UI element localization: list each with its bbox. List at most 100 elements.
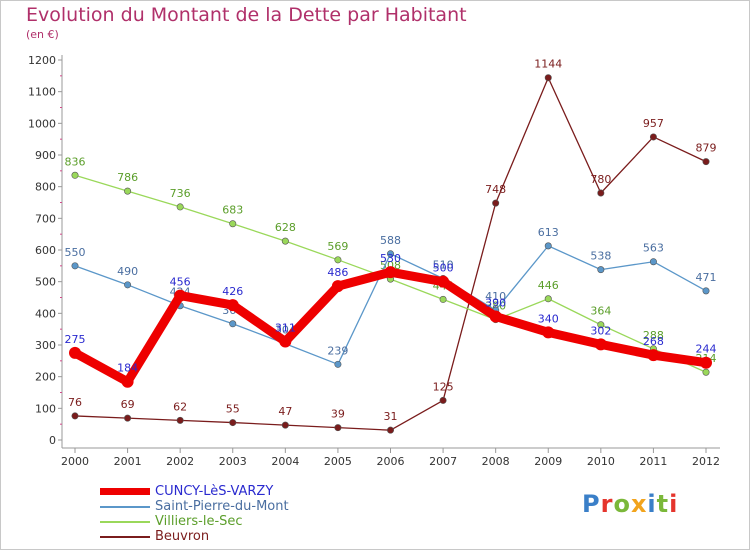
data-point bbox=[71, 412, 79, 420]
y-tick-label: 1100 bbox=[28, 86, 56, 99]
logo-letter: P bbox=[582, 490, 601, 518]
data-label: 563 bbox=[643, 242, 664, 255]
data-label: 780 bbox=[590, 173, 611, 186]
data-label: 268 bbox=[643, 335, 664, 348]
data-label: 530 bbox=[380, 252, 401, 265]
y-tick-label: 200 bbox=[35, 371, 56, 384]
data-point bbox=[542, 326, 555, 339]
data-point bbox=[176, 203, 184, 211]
legend-label-beuvron: Beuvron bbox=[155, 529, 210, 544]
data-point bbox=[386, 250, 394, 258]
data-label: 184 bbox=[117, 362, 138, 375]
data-label: 39 bbox=[331, 408, 345, 421]
data-point bbox=[124, 281, 132, 289]
x-tick-label: 2002 bbox=[166, 455, 194, 468]
data-point bbox=[544, 242, 552, 250]
data-label: 69 bbox=[121, 398, 135, 411]
data-point bbox=[334, 256, 342, 264]
data-label: 786 bbox=[117, 171, 138, 184]
legend-swatch-villiers bbox=[100, 521, 150, 523]
data-label: 446 bbox=[538, 279, 559, 292]
data-label: 31 bbox=[384, 410, 398, 423]
x-tick-label: 2008 bbox=[482, 455, 510, 468]
data-label: 836 bbox=[65, 155, 86, 168]
y-tick-label: 0 bbox=[49, 434, 56, 447]
data-point bbox=[69, 346, 81, 359]
logo-letter: i bbox=[669, 490, 679, 518]
data-label: 510 bbox=[433, 259, 454, 272]
data-label: 410 bbox=[485, 290, 506, 303]
legend-label-villiers: Villiers-le-Sec bbox=[155, 514, 243, 529]
data-point bbox=[176, 416, 184, 424]
data-label: 456 bbox=[170, 276, 191, 289]
y-tick-label: 800 bbox=[35, 181, 56, 194]
data-point bbox=[281, 421, 289, 429]
chart-title: Evolution du Montant de la Dette par Hab… bbox=[26, 4, 467, 26]
data-point bbox=[594, 338, 607, 351]
data-label: 550 bbox=[65, 246, 86, 259]
data-label: 244 bbox=[696, 343, 717, 356]
data-label: 628 bbox=[275, 221, 296, 234]
data-point bbox=[437, 275, 450, 288]
data-label: 471 bbox=[696, 271, 717, 284]
data-point bbox=[334, 424, 342, 432]
data-label: 538 bbox=[590, 250, 611, 263]
data-point bbox=[439, 396, 447, 404]
data-label: 364 bbox=[590, 305, 611, 318]
proxiti-logo: Proxiti bbox=[582, 490, 678, 518]
data-label: 76 bbox=[68, 396, 82, 409]
data-label: 390 bbox=[485, 297, 506, 310]
data-label: 47 bbox=[278, 405, 292, 418]
legend-swatch-saint-pierre bbox=[100, 506, 150, 508]
data-point bbox=[700, 356, 712, 369]
logo-letter: x bbox=[630, 490, 648, 518]
data-point bbox=[386, 426, 394, 434]
data-label: 588 bbox=[380, 234, 401, 247]
data-label: 302 bbox=[590, 324, 611, 337]
data-label: 486 bbox=[327, 266, 348, 279]
data-label: 490 bbox=[117, 265, 138, 278]
data-point bbox=[649, 258, 657, 266]
data-label: 683 bbox=[222, 204, 243, 217]
legend-swatch-beuvron bbox=[100, 536, 150, 538]
data-point bbox=[597, 189, 605, 197]
data-point bbox=[647, 349, 660, 362]
data-point bbox=[124, 414, 132, 422]
data-label: 125 bbox=[433, 380, 454, 393]
data-point bbox=[439, 295, 447, 303]
data-label: 239 bbox=[327, 344, 348, 357]
x-tick-label: 2011 bbox=[639, 455, 667, 468]
y-tick-label: 400 bbox=[35, 307, 56, 320]
data-point bbox=[124, 187, 132, 195]
data-point bbox=[544, 74, 552, 82]
y-tick-label: 900 bbox=[35, 149, 56, 162]
x-tick-label: 2001 bbox=[114, 455, 142, 468]
x-tick-label: 2010 bbox=[587, 455, 615, 468]
y-tick-label: 600 bbox=[35, 244, 56, 257]
data-label: 569 bbox=[327, 240, 348, 253]
data-point bbox=[597, 321, 605, 329]
data-label: 736 bbox=[170, 187, 191, 200]
data-point bbox=[226, 299, 239, 312]
legend-label-saint-pierre: Saint-Pierre-du-Mont bbox=[155, 499, 289, 514]
data-point bbox=[702, 158, 710, 166]
data-label: 55 bbox=[226, 403, 240, 416]
x-tick-label: 2004 bbox=[271, 455, 299, 468]
data-label: 62 bbox=[173, 400, 187, 413]
logo-letter: i bbox=[647, 490, 657, 518]
y-tick-label: 1200 bbox=[28, 54, 56, 67]
data-point bbox=[702, 287, 710, 295]
y-tick-label: 100 bbox=[35, 402, 56, 415]
legend-swatch-cuncy bbox=[100, 488, 150, 495]
y-tick-label: 700 bbox=[35, 212, 56, 225]
data-point bbox=[229, 220, 237, 228]
x-tick-label: 2006 bbox=[377, 455, 405, 468]
data-label: 879 bbox=[696, 142, 717, 155]
x-tick-label: 2007 bbox=[429, 455, 457, 468]
data-point bbox=[384, 266, 397, 279]
x-tick-label: 2003 bbox=[219, 455, 247, 468]
data-point bbox=[489, 310, 502, 323]
x-tick-label: 2009 bbox=[534, 455, 562, 468]
data-point bbox=[281, 237, 289, 245]
data-label: 500 bbox=[433, 262, 454, 275]
